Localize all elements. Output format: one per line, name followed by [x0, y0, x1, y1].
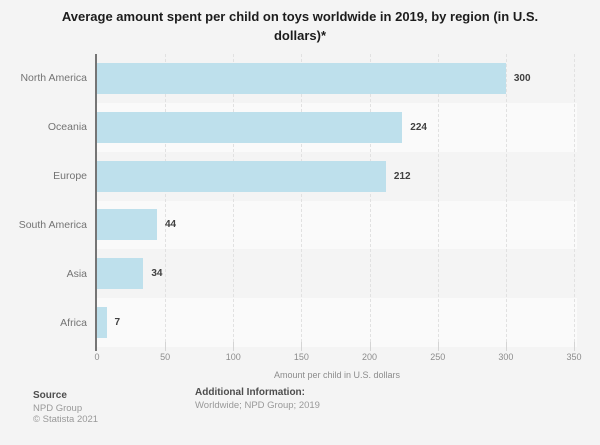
gridline: [437, 54, 439, 347]
additional-info-label: Additional Information:: [195, 387, 305, 398]
category-label: Asia: [66, 267, 87, 280]
chart-title: Average amount spent per child on toys w…: [61, 9, 539, 43]
additional-info-value: Worldwide; NPD Group; 2019: [195, 400, 320, 411]
bar: [97, 209, 157, 241]
x-tick-label: 150: [293, 352, 309, 362]
category-label: Europe: [53, 170, 87, 183]
gridline: [369, 54, 371, 347]
gridline: [233, 54, 235, 347]
value-label: 34: [151, 268, 163, 280]
x-tick-label: 0: [94, 352, 100, 362]
axis-tick: [165, 342, 167, 351]
gridline: [505, 54, 507, 347]
row-stripe: [97, 298, 577, 347]
x-tick-label: 200: [362, 352, 378, 362]
gridline: [165, 54, 167, 347]
value-label: 212: [393, 170, 411, 182]
bar: [97, 258, 144, 290]
value-label: 224: [410, 121, 427, 133]
value-label: 44: [164, 219, 177, 231]
x-tick-label: 300: [498, 352, 514, 362]
bar: [97, 111, 403, 143]
value-label: 300: [513, 72, 531, 84]
x-tick-label: 250: [430, 352, 446, 362]
gridline: [574, 54, 575, 347]
row-stripe: [97, 200, 577, 250]
value-label: 7: [114, 317, 121, 329]
bar: [97, 160, 386, 192]
axis-tick: [369, 342, 371, 351]
gridline: [301, 54, 303, 347]
axis-tick: [437, 342, 439, 351]
y-axis-line: [95, 54, 97, 351]
x-tick-label: 100: [225, 352, 241, 362]
x-tick-label: 50: [160, 352, 171, 362]
bar: [97, 307, 107, 339]
x-tick-label: 350: [566, 352, 582, 362]
x-axis-title: Amount per child in U.S. dollars: [273, 370, 401, 380]
bar: [97, 62, 506, 94]
source-value: NPD Group: [33, 403, 83, 414]
category-label: Oceania: [47, 121, 87, 134]
axis-tick: [574, 342, 575, 351]
category-label: Africa: [60, 316, 87, 329]
copyright-notice: © Statista 2021: [33, 414, 99, 425]
source-label: Source: [33, 390, 67, 401]
category-label: North America: [20, 72, 87, 85]
axis-tick: [505, 342, 507, 351]
category-label: South America: [18, 218, 87, 231]
axis-tick: [301, 342, 303, 351]
axis-tick: [233, 342, 235, 351]
